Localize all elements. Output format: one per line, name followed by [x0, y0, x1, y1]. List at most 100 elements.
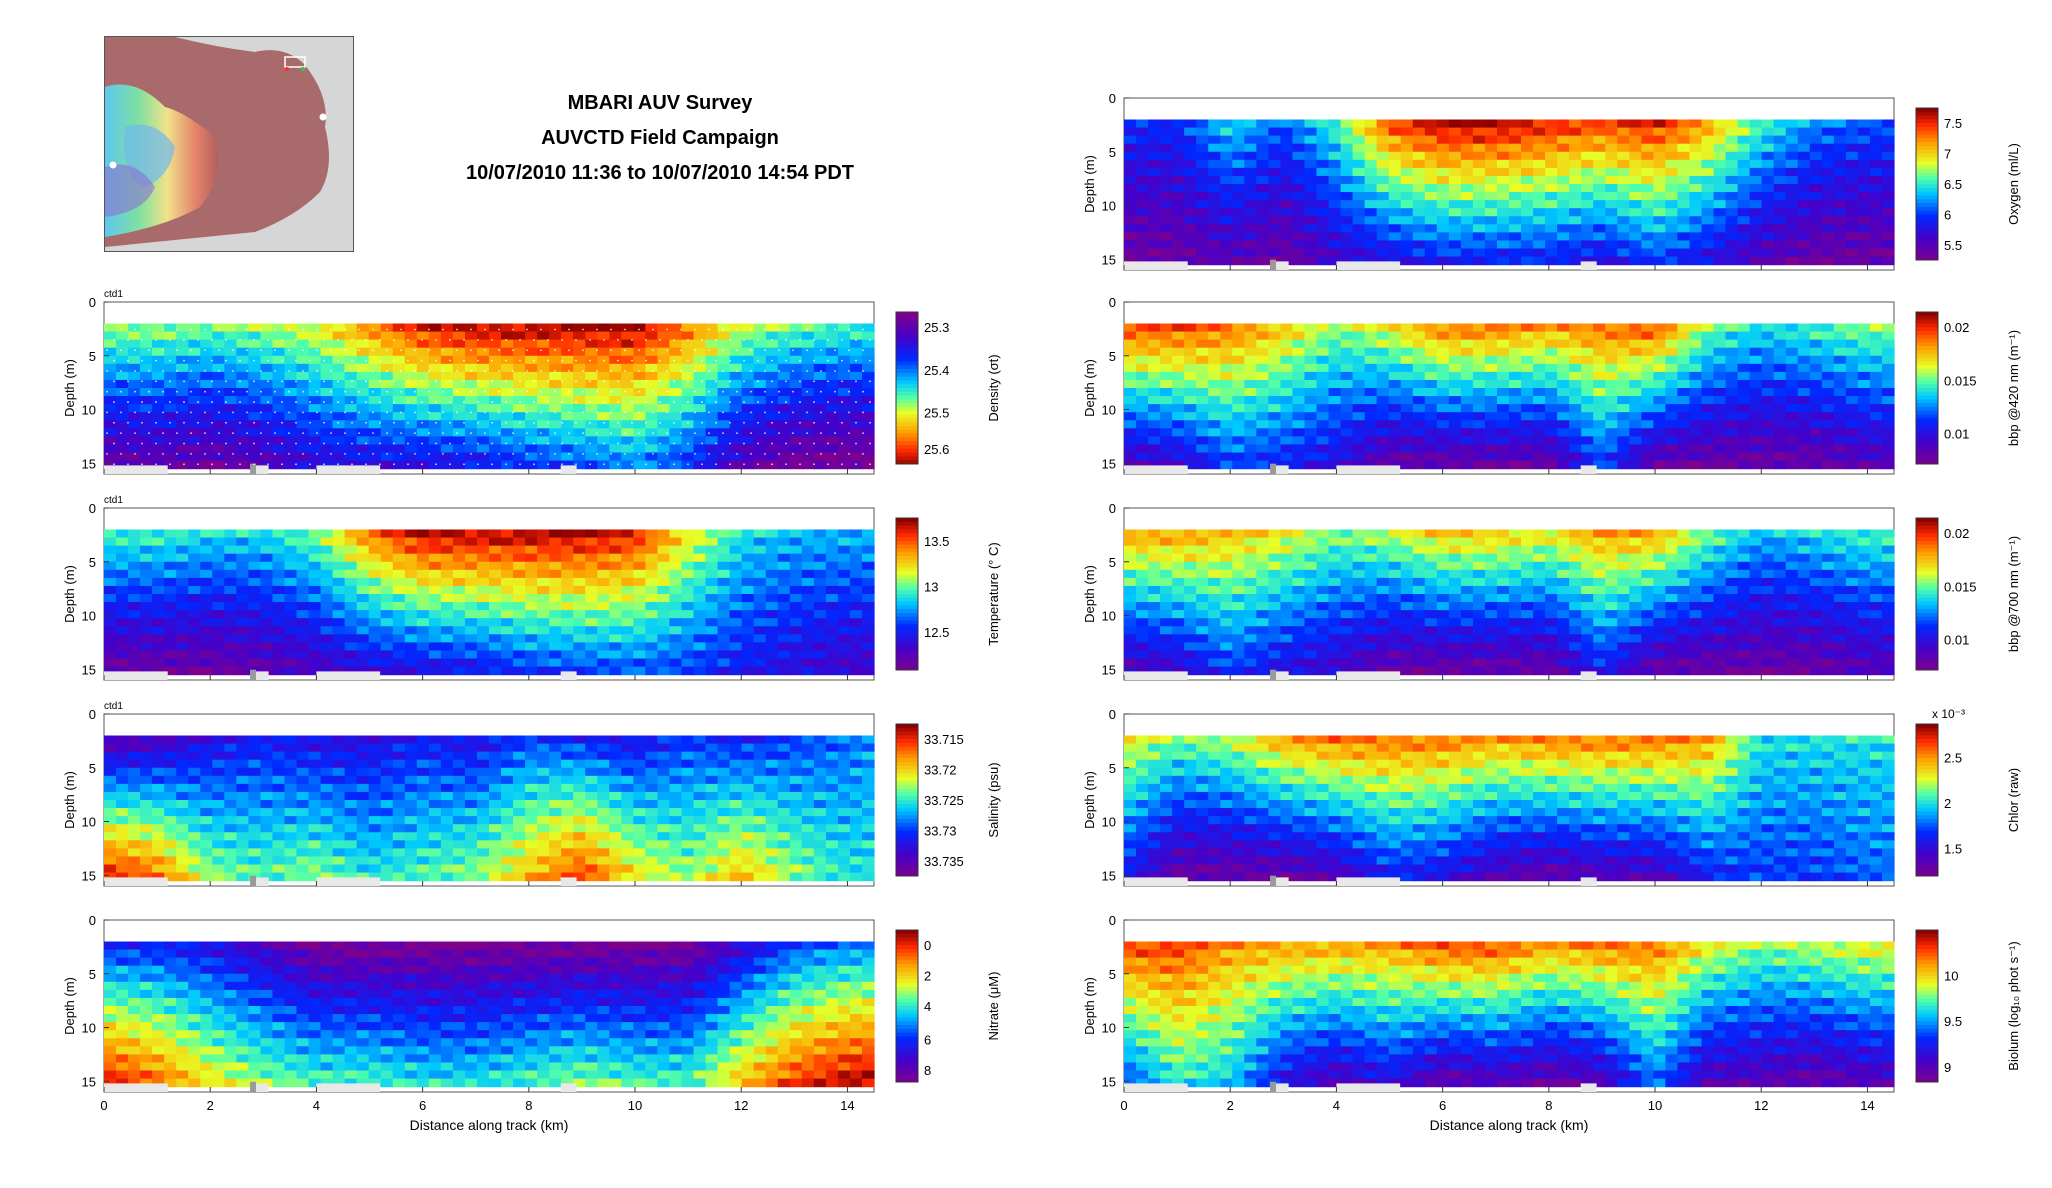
- section-cell: [633, 602, 647, 611]
- section-cell: [633, 331, 647, 341]
- section-cell: [561, 553, 574, 563]
- section-cell: [464, 973, 478, 983]
- sample-dot: [652, 432, 654, 435]
- section-cell: [861, 864, 875, 874]
- section-cell: [152, 824, 165, 833]
- section-cell: [332, 339, 346, 349]
- section-cell: [248, 626, 262, 635]
- section-cell: [657, 743, 671, 753]
- section-cell: [597, 872, 610, 882]
- section-cell: [128, 989, 141, 999]
- section-cell: [392, 1070, 406, 1080]
- sample-dot: [358, 411, 360, 414]
- section-cell: [296, 1006, 310, 1015]
- section-cell: [849, 658, 863, 668]
- sample-dot: [421, 442, 423, 445]
- section-cell: [128, 965, 141, 975]
- section-cell: [236, 420, 249, 429]
- section-cell: [801, 529, 815, 539]
- section-cell: [272, 965, 286, 975]
- section-cell: [525, 569, 538, 579]
- section-cell: [849, 602, 863, 611]
- section-cell: [645, 594, 659, 603]
- section-cell: [332, 404, 346, 413]
- section-cell: [573, 347, 586, 357]
- section-cell: [633, 856, 647, 866]
- section-cell: [368, 981, 382, 991]
- section-cell: [452, 436, 466, 446]
- section-cell: [284, 1022, 298, 1031]
- section-cell: [380, 775, 394, 785]
- sample-dot: [162, 411, 164, 414]
- section-cell: [176, 658, 189, 668]
- section-cell: [128, 1022, 141, 1031]
- sample-dot: [701, 463, 703, 466]
- section-cell: [272, 767, 286, 777]
- colorbar-step: [896, 422, 918, 427]
- section-cell: [452, 658, 466, 668]
- section-cell: [765, 553, 779, 563]
- section-cell: [308, 339, 322, 349]
- section-cell: [549, 537, 562, 547]
- section-cell: [404, 775, 418, 785]
- section-cell: [296, 626, 310, 635]
- section-cell: [573, 355, 586, 365]
- section-cell: [861, 594, 875, 603]
- section-cell: [597, 444, 610, 454]
- section-cell: [645, 791, 659, 801]
- sample-dot: [715, 380, 717, 383]
- section-cell: [248, 594, 262, 603]
- section-cell: [140, 610, 153, 619]
- section-cell: [428, 949, 442, 959]
- section-cell: [164, 864, 177, 874]
- sample-dot: [792, 370, 794, 372]
- sample-dot: [344, 370, 346, 372]
- section-cell: [573, 396, 586, 405]
- section-cell: [380, 323, 394, 333]
- section-cell: [116, 1046, 129, 1055]
- section-cell: [476, 816, 490, 825]
- section-cell: [176, 848, 189, 858]
- section-cell: [176, 949, 189, 959]
- section-cell: [296, 658, 310, 668]
- sample-dot: [743, 380, 745, 383]
- sample-dot: [645, 359, 647, 362]
- section-cell: [320, 339, 334, 349]
- section-cell: [296, 594, 310, 603]
- section-cell: [368, 783, 382, 793]
- section-cell: [861, 585, 875, 595]
- section-cell: [416, 444, 430, 454]
- section-cell: [525, 577, 538, 587]
- section-cell: [272, 444, 286, 454]
- section-cell: [645, 339, 659, 349]
- sample-dot: [491, 442, 493, 445]
- section-cell: [344, 331, 358, 341]
- section-cell: [549, 594, 562, 603]
- section-cell: [176, 808, 189, 817]
- section-cell: [368, 642, 382, 652]
- section-cell: [344, 848, 358, 858]
- section-cell: [416, 824, 430, 833]
- section-cell: [837, 610, 851, 619]
- sample-dot: [792, 452, 794, 455]
- section-cell: [741, 436, 755, 446]
- section-cell: [777, 436, 791, 446]
- sample-dot: [841, 359, 843, 362]
- section-cell: [813, 735, 827, 745]
- section-cell: [705, 396, 719, 405]
- sample-dot: [806, 370, 808, 372]
- section-cell: [705, 569, 719, 579]
- section-cell: [380, 460, 394, 470]
- colorbar-step: [896, 807, 918, 812]
- section-cell: [705, 775, 719, 785]
- section-cell: [428, 529, 442, 539]
- section-cell: [176, 767, 189, 777]
- section-cell: [585, 594, 598, 603]
- sample-dot: [806, 411, 808, 414]
- sample-dot: [554, 432, 556, 435]
- section-cell: [296, 577, 310, 587]
- section-cell: [260, 1046, 274, 1055]
- sample-dot: [309, 442, 311, 445]
- sample-dot: [484, 328, 486, 331]
- section-cell: [236, 666, 249, 676]
